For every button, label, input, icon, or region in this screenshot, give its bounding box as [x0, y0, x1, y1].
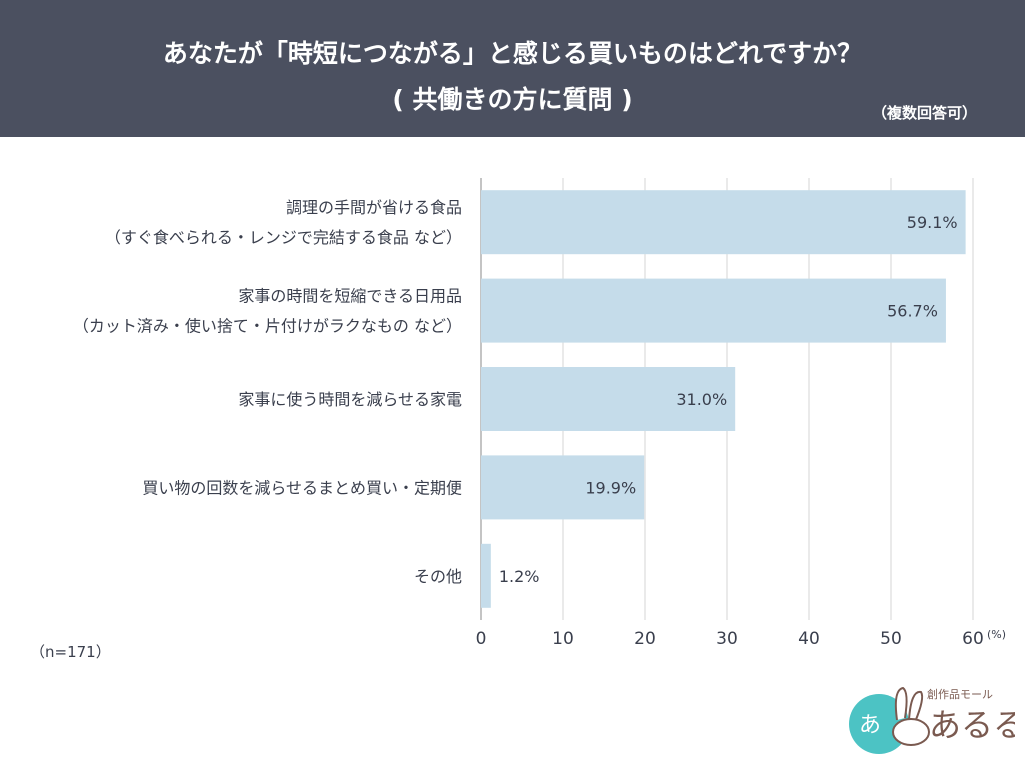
multiple-answer-note: （複数回答可）	[871, 104, 977, 122]
category-label: 家事の時間を短縮できる日用品	[238, 287, 462, 306]
header: あなたが「時短につながる」と感じる買いものはどれですか？ ( 共働きの方に質問 …	[0, 0, 1025, 137]
bar	[481, 455, 645, 520]
data-label: 59.1%	[907, 213, 958, 232]
bar	[481, 190, 966, 255]
data-label: 31.0%	[676, 390, 727, 409]
data-label: 1.2%	[499, 567, 540, 586]
data-label: 56.7%	[887, 302, 938, 321]
chart-subtitle: ( 共働きの方に質問 )	[392, 85, 633, 114]
category-label: その他	[414, 567, 462, 586]
x-tick-label: 0	[476, 629, 487, 649]
category-label: （すぐ食べられる・レンジで完結する食品 など）	[105, 228, 462, 247]
bar	[481, 278, 946, 343]
x-tick-label: 10	[552, 629, 574, 649]
category-label: （カット済み・使い捨て・片付けがラクなもの など）	[73, 317, 462, 336]
category-label: 調理の手間が省ける食品	[286, 198, 462, 217]
svg-text:あるる: あるる	[929, 706, 1015, 744]
category-label: 買い物の回数を減らせるまとめ買い・定期便	[142, 478, 462, 497]
x-tick-label: 50	[880, 629, 902, 649]
x-tick-label: 20	[634, 629, 656, 649]
x-tick-label: 30	[716, 629, 738, 649]
x-tick-label: 40	[798, 629, 820, 649]
x-axis-unit: (%)	[987, 628, 1006, 641]
bar	[481, 543, 491, 608]
x-tick-label: 60	[962, 629, 984, 649]
chart-title: あなたが「時短につながる」と感じる買いものはどれですか？	[162, 39, 863, 68]
data-label: 19.9%	[585, 478, 636, 497]
category-label: 家事に使う時間を減らせる家電	[238, 390, 462, 409]
bar	[481, 367, 736, 431]
svg-text:あ: あ	[859, 713, 881, 738]
sample-size: （n=171）	[30, 643, 111, 661]
aruru-logo: あ 創作品モール あるる	[849, 686, 1015, 754]
svg-text:創作品モール: 創作品モール	[927, 687, 993, 701]
